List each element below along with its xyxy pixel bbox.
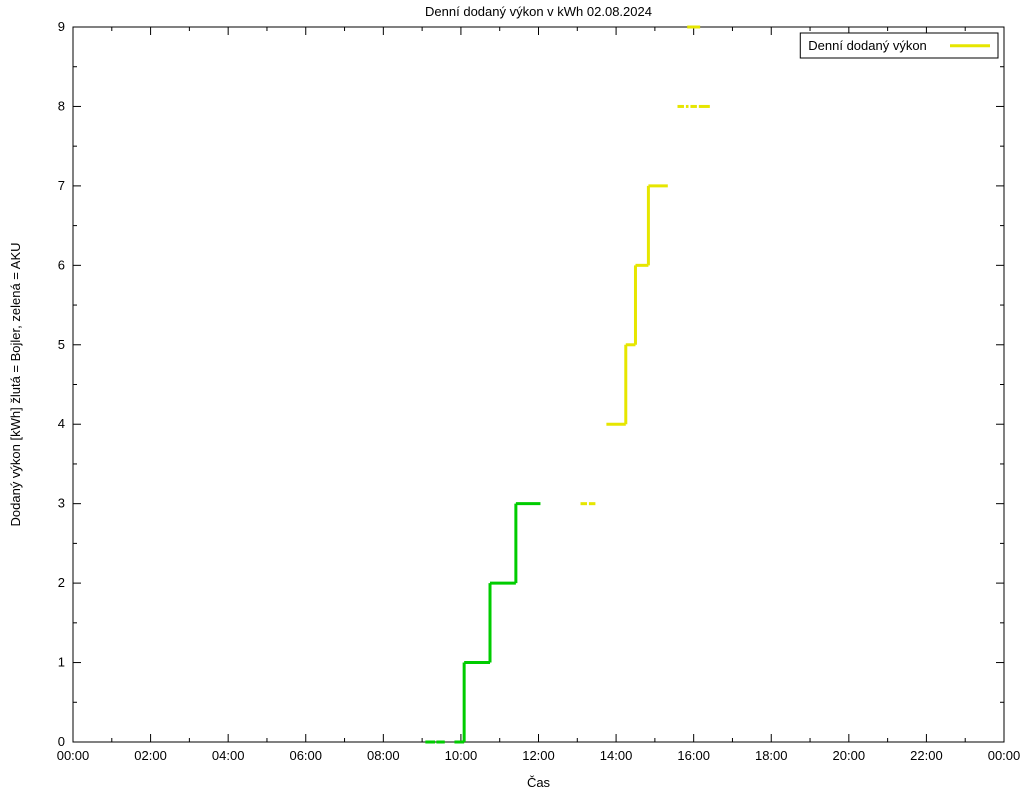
y-tick-label: 6 xyxy=(58,257,65,272)
x-tick-label: 12:00 xyxy=(522,748,555,763)
y-tick-label: 2 xyxy=(58,575,65,590)
x-tick-label: 00:00 xyxy=(57,748,90,763)
x-tick-label: 14:00 xyxy=(600,748,633,763)
y-tick-label: 1 xyxy=(58,655,65,670)
x-tick-label: 22:00 xyxy=(910,748,943,763)
y-tick-label: 5 xyxy=(58,337,65,352)
y-tick-label: 9 xyxy=(58,19,65,34)
x-tick-label: 20:00 xyxy=(833,748,866,763)
x-tick-label: 06:00 xyxy=(289,748,322,763)
y-tick-label: 8 xyxy=(58,98,65,113)
y-tick-label: 7 xyxy=(58,178,65,193)
x-axis-label: Čas xyxy=(527,775,551,790)
x-tick-label: 16:00 xyxy=(677,748,710,763)
legend-label: Denní dodaný výkon xyxy=(808,38,927,53)
x-tick-label: 18:00 xyxy=(755,748,788,763)
chart-bg xyxy=(0,0,1024,800)
y-tick-label: 3 xyxy=(58,496,65,511)
y-tick-label: 0 xyxy=(58,734,65,749)
x-tick-label: 08:00 xyxy=(367,748,400,763)
chart-title: Denní dodaný výkon v kWh 02.08.2024 xyxy=(425,4,652,19)
legend: Denní dodaný výkon xyxy=(800,33,998,58)
y-tick-label: 4 xyxy=(58,416,65,431)
chart-container: 00:00 02:00 04:00 06:00 08:00 10:00 12:00 14:00… xyxy=(0,0,1024,800)
x-tick-label: 02:00 xyxy=(134,748,167,763)
x-tick-label: 10:00 xyxy=(445,748,478,763)
y-axis-label: Dodaný výkon [kWh] žlutá = Bojler, zelen… xyxy=(8,243,23,527)
chart-svg: 00:00 02:00 04:00 06:00 08:00 10:00 12:00 14:00… xyxy=(0,0,1024,800)
x-tick-label: 04:00 xyxy=(212,748,245,763)
x-tick-label: 00:00 xyxy=(988,748,1021,763)
